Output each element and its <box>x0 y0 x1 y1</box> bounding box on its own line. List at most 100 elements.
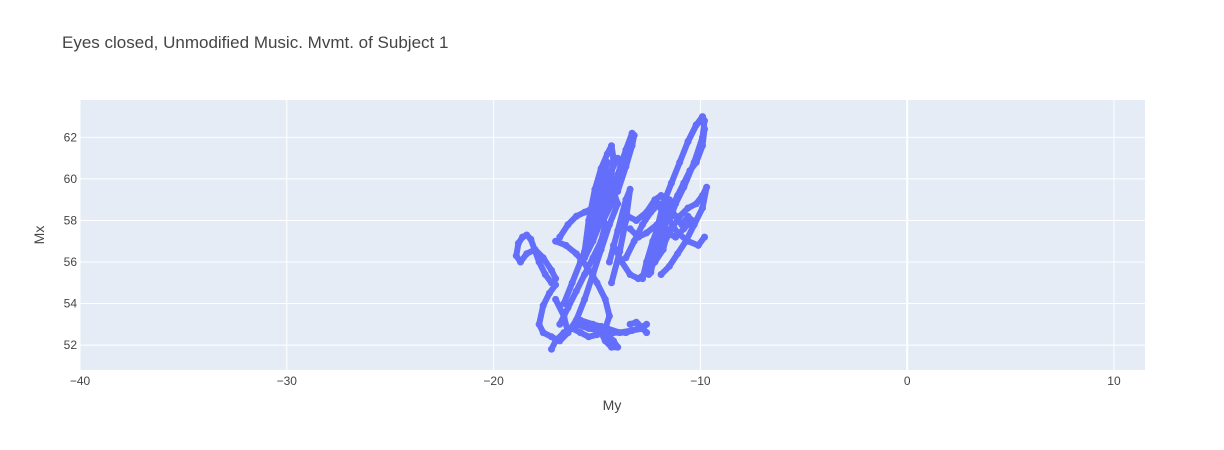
data-point <box>601 295 609 303</box>
data-point <box>591 212 599 220</box>
data-point <box>699 192 706 199</box>
data-point <box>616 329 624 337</box>
data-point <box>605 258 613 266</box>
data-point <box>548 345 555 353</box>
x-tick-label: −10 <box>690 374 711 388</box>
data-point <box>651 196 659 204</box>
data-point <box>628 327 636 334</box>
data-point <box>552 281 560 289</box>
data-point <box>591 185 599 193</box>
data-point <box>576 329 584 337</box>
data-point <box>661 217 669 224</box>
data-point <box>608 279 615 287</box>
data-point <box>667 179 675 187</box>
data-point <box>556 233 564 241</box>
data-point <box>657 271 665 278</box>
tick-layer: −40 −30 −20 −10 0 10 52 54 56 58 60 62 <box>64 130 1121 388</box>
data-point <box>568 279 576 287</box>
y-tick-label: 52 <box>64 338 78 352</box>
x-tick-label: −20 <box>483 374 504 388</box>
data-point <box>626 320 634 328</box>
data-point <box>699 133 706 141</box>
data-point <box>523 250 531 258</box>
data-point <box>676 212 684 220</box>
data-point <box>643 258 651 266</box>
data-point <box>622 163 630 170</box>
x-tick-label: −40 <box>70 374 91 388</box>
data-point <box>556 320 564 328</box>
data-point <box>517 258 524 266</box>
data-point <box>622 196 630 204</box>
data-point <box>581 271 589 278</box>
data-layer <box>512 113 711 353</box>
data-point <box>605 312 613 320</box>
data-point <box>699 204 706 212</box>
data-point <box>610 337 617 345</box>
data-point <box>589 320 597 328</box>
x-axis-label: My <box>603 397 622 413</box>
data-point <box>614 187 622 195</box>
data-point <box>539 302 547 310</box>
data-point <box>639 275 646 283</box>
data-point <box>680 183 688 191</box>
data-point <box>667 225 675 233</box>
data-point <box>564 221 572 229</box>
data-point <box>665 196 673 204</box>
data-point <box>608 142 615 150</box>
data-point <box>694 241 702 249</box>
data-point <box>603 158 611 166</box>
data-point <box>676 158 684 166</box>
data-point <box>630 131 638 139</box>
data-point <box>552 337 560 345</box>
data-point <box>701 117 708 125</box>
data-point <box>548 266 555 274</box>
chart-title: Eyes closed, Unmodified Music. Mvmt. of … <box>62 33 449 52</box>
x-tick-label: 0 <box>904 374 911 388</box>
data-point <box>605 221 613 229</box>
data-point <box>684 138 692 145</box>
y-tick-label: 62 <box>64 130 78 144</box>
y-tick-label: 54 <box>64 297 78 311</box>
data-point <box>539 254 547 262</box>
data-point <box>634 233 642 241</box>
data-point <box>690 158 698 166</box>
data-point <box>601 329 609 337</box>
data-point <box>682 237 690 245</box>
data-point <box>624 212 632 220</box>
data-point <box>665 262 673 270</box>
data-point <box>639 325 646 332</box>
data-point <box>512 252 520 260</box>
data-point <box>690 221 698 229</box>
data-point <box>632 217 640 224</box>
data-point <box>581 254 589 262</box>
x-tick-label: −30 <box>277 374 298 388</box>
data-point <box>614 227 622 235</box>
data-point <box>552 295 560 303</box>
y-tick-label: 56 <box>64 255 78 269</box>
data-point <box>608 167 615 175</box>
data-point <box>614 343 622 351</box>
series-line <box>589 159 611 232</box>
data-point <box>632 318 640 326</box>
data-point <box>564 329 572 337</box>
data-point <box>514 239 522 247</box>
data-point <box>581 248 589 256</box>
data-point <box>589 271 597 278</box>
data-point <box>645 271 653 278</box>
y-tick-label: 58 <box>64 213 78 227</box>
data-point <box>610 241 617 249</box>
data-point <box>618 221 626 229</box>
data-point <box>519 233 526 241</box>
data-point <box>628 142 636 150</box>
data-point <box>626 185 634 193</box>
data-point <box>655 221 663 229</box>
data-point <box>608 343 615 351</box>
y-tick-label: 60 <box>64 172 78 186</box>
data-point <box>605 200 613 208</box>
data-point <box>674 229 682 237</box>
data-point <box>626 225 634 233</box>
data-point <box>581 295 589 303</box>
data-point <box>545 289 553 297</box>
